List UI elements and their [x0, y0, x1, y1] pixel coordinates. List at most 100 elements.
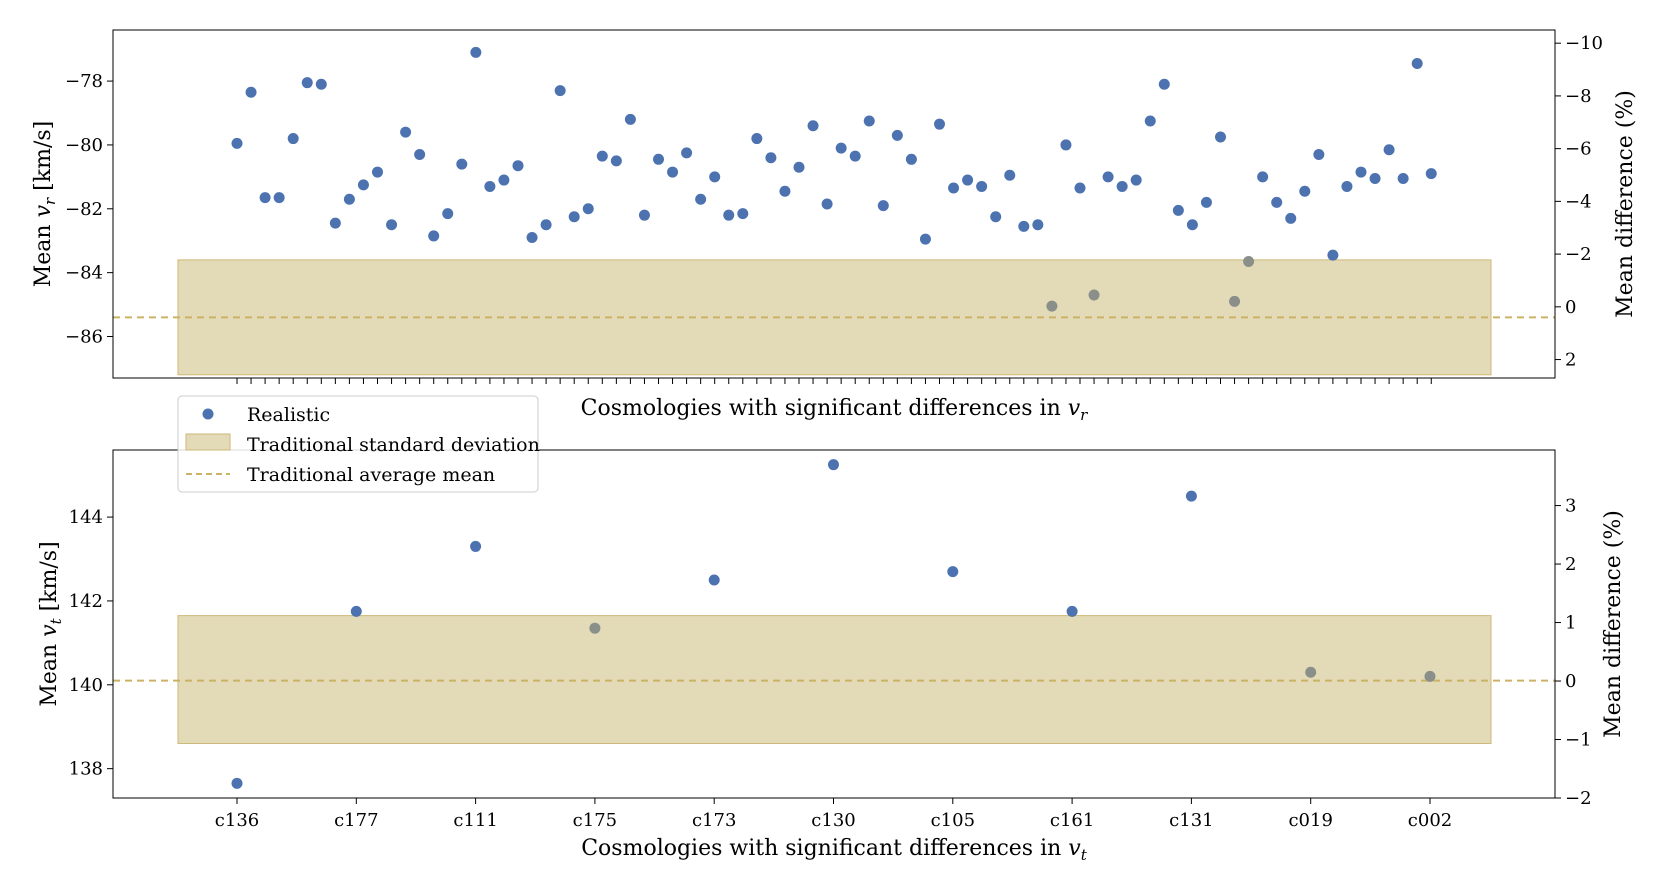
top-data-point — [891, 129, 903, 141]
bot-xtick-label: c173 — [692, 810, 736, 831]
top-data-point — [681, 147, 693, 159]
top-data-point — [456, 158, 468, 170]
top-data-point — [919, 233, 931, 245]
legend-realistic-marker — [202, 408, 214, 420]
bot-std-band — [177, 615, 1492, 744]
top-data-point — [1060, 139, 1072, 151]
top-data-point — [596, 150, 608, 162]
bot-xtick-label: c130 — [811, 810, 855, 831]
top-data-point — [1018, 220, 1030, 232]
bot-xtick-label: c105 — [931, 810, 975, 831]
top-data-point — [709, 171, 721, 183]
bot-data-point — [470, 540, 482, 552]
top-data-point — [315, 78, 327, 90]
bot-ytick-label: 142 — [69, 591, 103, 612]
bot-data-point — [1066, 605, 1078, 617]
top-data-point — [1102, 171, 1114, 183]
top-chart: −78 −80 −82 −84 −86 −10 −8 −6 −4 −2 0 2 Cosmologie… — [31, 29, 1638, 424]
top-y2tick-label: −6 — [1565, 139, 1592, 160]
top-data-point — [1313, 149, 1325, 161]
top-data-point — [1032, 219, 1044, 231]
top-y2tick-label: −10 — [1565, 33, 1603, 54]
bot-data-point — [708, 574, 720, 586]
bot-y2tick-label: 0 — [1565, 671, 1576, 692]
top-data-point — [414, 149, 426, 161]
top-data-point — [1130, 174, 1142, 186]
top-data-point — [259, 192, 271, 204]
top-data-point — [1411, 58, 1423, 70]
top-data-point — [1257, 171, 1269, 183]
legend-band-swatch — [185, 433, 231, 451]
top-y2tick-label: −8 — [1565, 86, 1592, 107]
top-data-point — [835, 142, 847, 154]
bot-xtick-label: c161 — [1050, 810, 1094, 831]
top-y2tick-label: −2 — [1565, 244, 1592, 265]
top-y2tick-label: −4 — [1565, 191, 1592, 212]
bottom-y2-axis-label: Mean difference (%) — [1601, 510, 1626, 738]
top-data-point — [582, 203, 594, 215]
legend-realistic-label: Realistic — [247, 404, 330, 426]
top-plot-frame — [112, 29, 1556, 379]
top-data-point — [512, 160, 524, 172]
top-data-point — [470, 46, 482, 58]
legend-mean-label: Traditional average mean — [247, 464, 495, 486]
top-x-axis-label: Cosmologies with significant differences… — [581, 396, 1089, 424]
top-data-point — [1285, 212, 1297, 224]
top-data-point — [976, 180, 988, 192]
top-data-point — [386, 219, 398, 231]
top-y2tick-label: 2 — [1565, 350, 1576, 371]
top-data-point — [1355, 166, 1367, 178]
bot-ytick-label: 140 — [69, 675, 103, 696]
top-data-point — [1243, 255, 1255, 267]
top-data-point — [498, 174, 510, 186]
top-data-point — [990, 211, 1002, 223]
bot-xtick-label: c002 — [1408, 810, 1452, 831]
top-data-point — [863, 115, 875, 127]
top-data-point — [737, 208, 749, 220]
bot-y2tick-label: 3 — [1565, 496, 1576, 517]
top-ytick-label: −80 — [65, 135, 103, 156]
top-data-point — [1299, 185, 1311, 197]
bot-ytick-label: 138 — [69, 759, 103, 780]
top-data-point — [287, 133, 299, 145]
top-data-point — [1088, 289, 1100, 301]
top-data-point — [1425, 168, 1437, 180]
top-data-point — [400, 126, 412, 138]
top-data-point — [624, 113, 636, 125]
top-data-point — [723, 209, 735, 221]
top-data-point — [554, 85, 566, 97]
top-data-point — [821, 198, 833, 210]
bottom-x-axis-label: Cosmologies with significant differences… — [581, 836, 1088, 864]
top-data-point — [372, 166, 383, 178]
top-data-point — [245, 86, 257, 98]
top-data-point — [1271, 196, 1283, 208]
bot-y2tick-label: −2 — [1565, 788, 1592, 809]
top-data-point — [1215, 131, 1226, 143]
bot-data-point — [1185, 490, 1197, 502]
top-data-point — [301, 77, 313, 89]
bot-data-point — [231, 777, 243, 789]
top-data-point — [1004, 169, 1016, 181]
top-data-point — [1383, 144, 1395, 156]
top-data-point — [877, 200, 889, 212]
top-data-point — [343, 193, 355, 205]
top-data-point — [849, 150, 861, 162]
top-data-point — [1341, 180, 1353, 192]
top-data-point — [1397, 172, 1409, 184]
top-data-point — [948, 182, 960, 194]
top-data-point — [1046, 300, 1058, 312]
top-data-point — [905, 153, 917, 165]
top-data-point — [428, 230, 440, 242]
bot-xtick-label: c175 — [573, 810, 617, 831]
bot-ytick-label: 144 — [69, 507, 103, 528]
bot-y2tick-label: −1 — [1565, 730, 1592, 751]
top-y-axis-label: Mean vr [km/s] — [31, 121, 59, 288]
bot-xtick-label: c131 — [1169, 810, 1213, 831]
bot-data-point — [947, 566, 959, 578]
top-data-point — [610, 155, 622, 167]
top-data-point — [540, 219, 552, 231]
top-data-point — [934, 118, 945, 130]
top-data-point — [638, 209, 650, 221]
top-data-point — [1144, 115, 1156, 127]
top-data-point — [1200, 196, 1212, 208]
